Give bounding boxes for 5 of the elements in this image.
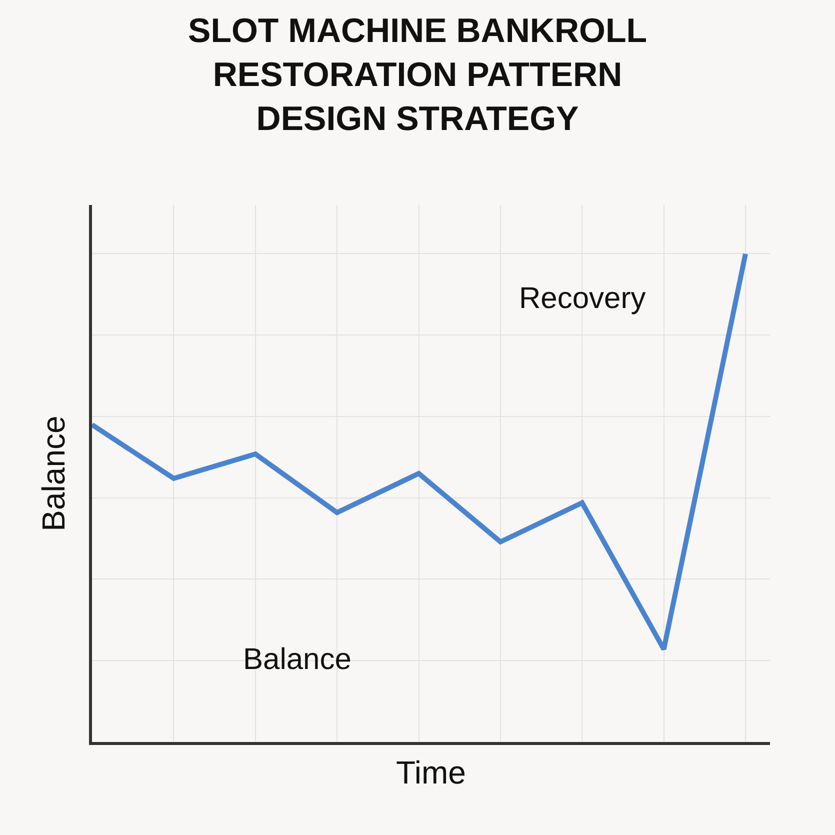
- annotation: Balance: [243, 643, 352, 676]
- chart-title: SLOT MACHINE BANKROLL RESTORATION PATTERN DESIGN STRATEGY: [188, 12, 647, 138]
- y-axis-title: Balance: [35, 416, 72, 532]
- annotation: Recovery: [519, 282, 646, 315]
- x-axis-title: Time: [396, 754, 466, 790]
